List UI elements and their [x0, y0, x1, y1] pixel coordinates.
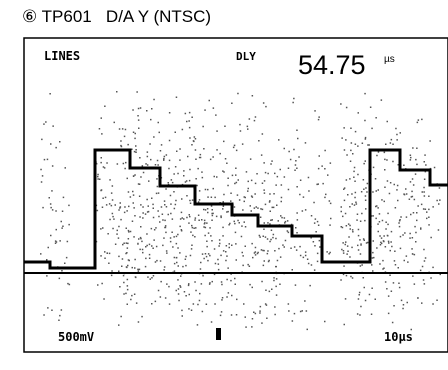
delay-label: DLY: [236, 50, 256, 63]
time-per-div: 10µs: [384, 330, 413, 344]
trigger-marker: [216, 328, 221, 340]
volts-per-div: 500mV: [58, 330, 94, 344]
scope-screen: [23, 37, 448, 353]
figure-title: ⑥ TP601 D/A Y (NTSC): [22, 7, 211, 26]
delay-unit: µs: [384, 54, 395, 65]
waveform: [24, 148, 448, 270]
lines-label: LINES: [44, 49, 80, 63]
delay-value: 54.75: [298, 50, 366, 80]
